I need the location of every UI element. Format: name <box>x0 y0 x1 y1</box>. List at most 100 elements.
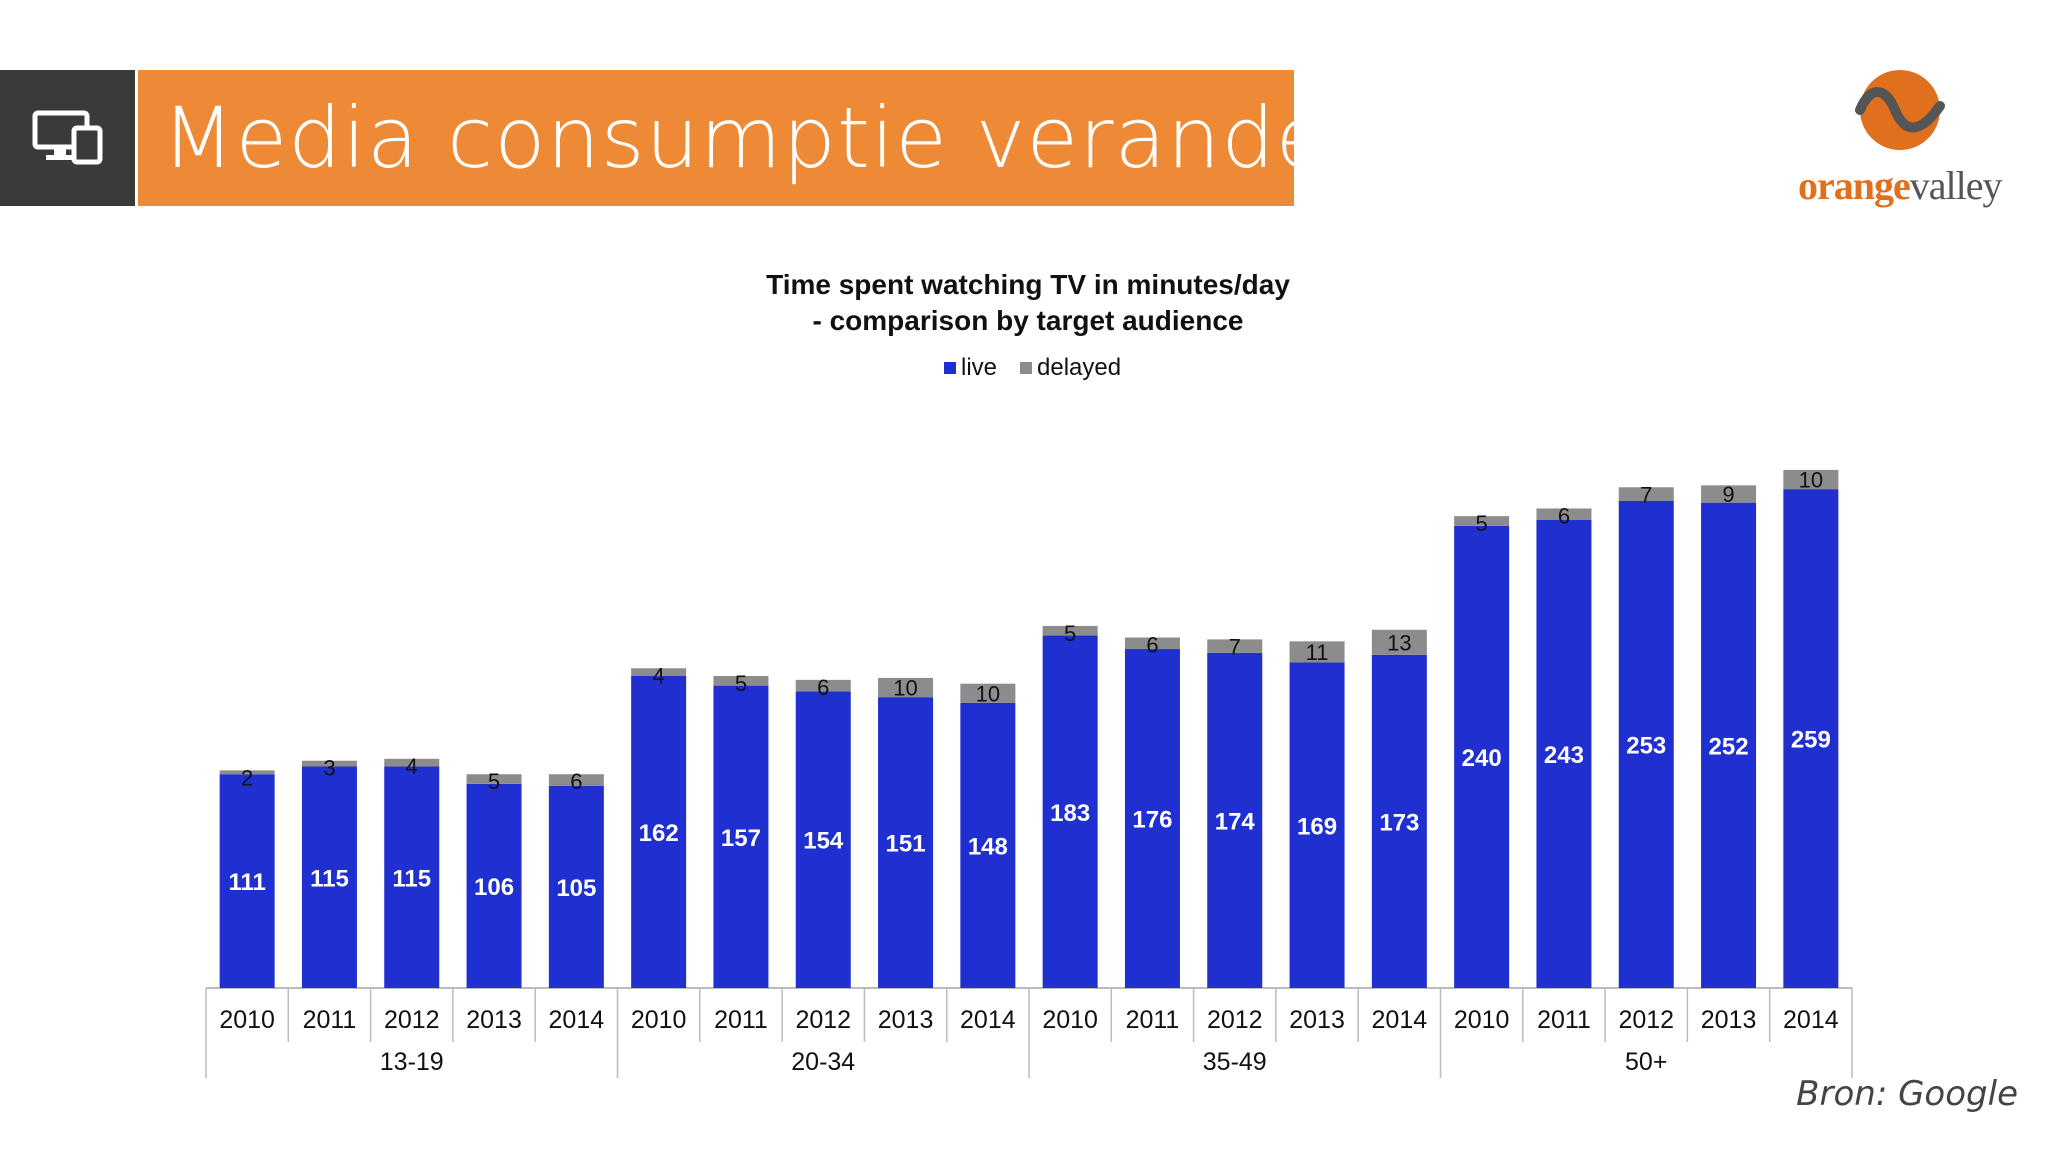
bar-live <box>1042 635 1098 988</box>
data-label-delayed: 5 <box>488 769 500 794</box>
x-tick-label: 2012 <box>1207 1006 1263 1034</box>
data-label-delayed: 6 <box>1146 632 1158 657</box>
bar-delayed <box>795 679 851 692</box>
group-label: 50+ <box>1625 1048 1667 1076</box>
data-label-live: 111 <box>228 869 265 896</box>
bar-live <box>219 774 275 988</box>
bar-live <box>1783 489 1839 988</box>
data-label-live: 259 <box>1791 727 1831 754</box>
data-label-delayed: 6 <box>1558 503 1570 528</box>
bar-live <box>1701 502 1757 988</box>
bar-live <box>1618 500 1674 988</box>
data-label-delayed: 7 <box>1640 482 1652 507</box>
bar-delayed <box>1371 629 1427 655</box>
devices-icon <box>32 110 102 165</box>
bar-delayed <box>960 683 1016 703</box>
bar-live <box>1124 649 1180 988</box>
x-tick-label: 2011 <box>303 1006 357 1034</box>
data-label-live: 105 <box>556 875 596 902</box>
bar-delayed <box>301 760 357 767</box>
x-tick-label: 2010 <box>219 1006 275 1034</box>
page-title: Media consumptie verandert <box>162 89 1398 187</box>
bar-live <box>1207 652 1263 988</box>
data-label-delayed: 6 <box>817 675 829 700</box>
bar-delayed <box>1124 637 1180 650</box>
data-label-live: 151 <box>886 831 926 858</box>
x-tick-label: 2013 <box>1289 1006 1345 1034</box>
data-label-live: 176 <box>1132 807 1172 834</box>
x-tick-label: 2011 <box>714 1006 768 1034</box>
bar-delayed <box>878 677 934 698</box>
data-label-live: 173 <box>1379 809 1419 836</box>
bar-live <box>960 702 1016 988</box>
x-tick-label: 2013 <box>1701 1006 1757 1034</box>
logo-text: orangevalley <box>1798 162 2002 209</box>
bar-live <box>878 697 934 988</box>
x-tick-label: 2014 <box>960 1006 1016 1034</box>
bar-live <box>1454 525 1510 988</box>
data-label-delayed: 13 <box>1387 630 1411 655</box>
source-note: Bron: Google <box>1796 1074 2018 1114</box>
data-label-live: 154 <box>803 828 844 855</box>
bar-live <box>301 766 357 988</box>
x-tick-label: 2012 <box>384 1006 440 1034</box>
data-label-delayed: 9 <box>1722 482 1734 507</box>
bar-delayed <box>466 774 522 784</box>
data-label-delayed: 3 <box>323 756 335 781</box>
data-label-delayed: 4 <box>653 663 665 688</box>
legend-label-delayed: delayed <box>1037 354 1121 381</box>
x-tick-label: 2013 <box>466 1006 522 1034</box>
bar-live <box>466 783 522 988</box>
legend-swatch-live <box>944 362 956 374</box>
title-bar: Media consumptie verandert <box>138 70 1397 206</box>
bar-live <box>1289 662 1345 988</box>
bar-live <box>384 766 440 988</box>
bar-delayed <box>384 758 440 767</box>
x-tick-label: 2010 <box>1042 1006 1098 1034</box>
legend-swatch-delayed <box>1020 362 1032 374</box>
x-tick-label: 2010 <box>631 1006 687 1034</box>
legend-label-live: live <box>961 354 997 381</box>
bar-delayed <box>548 774 604 786</box>
bar-delayed <box>1618 487 1674 501</box>
data-label-delayed: 11 <box>1306 640 1329 665</box>
data-label-live: 253 <box>1626 732 1666 759</box>
bar-live <box>631 676 687 988</box>
bar-delayed <box>1289 641 1345 663</box>
data-label-delayed: 10 <box>1799 468 1823 493</box>
x-tick-label: 2014 <box>549 1006 605 1034</box>
data-label-live: 183 <box>1050 800 1090 827</box>
bar-live <box>795 691 851 988</box>
data-label-delayed: 10 <box>893 676 917 701</box>
x-tick-label: 2014 <box>1783 1006 1839 1034</box>
x-tick-label: 2013 <box>878 1006 934 1034</box>
bar-live <box>548 785 604 988</box>
x-tick-label: 2011 <box>1126 1006 1180 1034</box>
bar-delayed <box>1454 516 1510 526</box>
group-label: 35-49 <box>1203 1048 1267 1076</box>
bar-delayed <box>713 676 769 686</box>
bar-live <box>1371 654 1427 988</box>
group-label: 20-34 <box>791 1048 855 1076</box>
x-tick-label: 2012 <box>1618 1006 1674 1034</box>
data-label-delayed: 4 <box>406 754 418 779</box>
x-tick-label: 2011 <box>1537 1006 1591 1034</box>
orangevalley-logo <box>1855 70 1945 150</box>
data-label-live: 174 <box>1215 808 1256 835</box>
group-label: 13-19 <box>380 1048 444 1076</box>
chart-title: Time spent watching TV in minutes/day <box>766 269 1290 300</box>
chart-subtitle: - comparison by target audience <box>813 305 1244 336</box>
x-tick-label: 2010 <box>1454 1006 1510 1034</box>
bar-delayed <box>1536 508 1592 520</box>
data-label-live: 157 <box>721 825 761 852</box>
data-label-live: 252 <box>1709 733 1749 760</box>
data-label-delayed: 5 <box>1064 621 1076 646</box>
bar-live <box>1536 520 1592 988</box>
data-label-delayed: 5 <box>735 671 747 696</box>
bar-delayed <box>1783 469 1839 490</box>
bar-delayed <box>1207 639 1263 653</box>
data-label-live: 106 <box>474 874 514 901</box>
data-label-live: 162 <box>639 820 679 847</box>
data-label-live: 240 <box>1462 745 1502 772</box>
data-label-live: 243 <box>1544 742 1584 769</box>
